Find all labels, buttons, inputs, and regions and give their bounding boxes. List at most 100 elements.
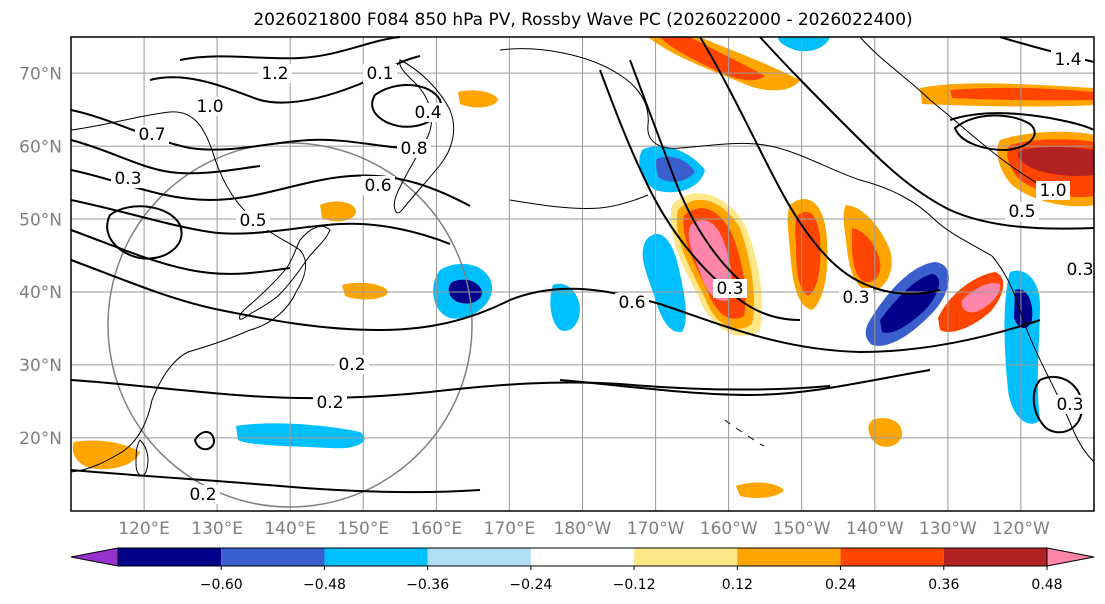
lat-label: 30°N [19,356,62,376]
contour-label: 1.2 [261,64,288,84]
colorbar [70,547,1095,567]
contour-0p2-south [70,379,831,400]
contour-ridge-140w [759,36,1095,230]
lon-label: 120°E [118,519,170,539]
contour-label-bg [1051,50,1085,69]
asia-coastline [70,111,307,473]
contour-label-bg [258,64,292,83]
aleutian-chain [509,194,649,209]
contour-label-bg [186,485,220,504]
contour-label: 0.3 [1056,395,1083,415]
colorbar-swatch [943,548,1047,566]
contour-label: 0.5 [239,211,266,231]
contour-label: 1.0 [196,97,223,117]
map-frame [70,36,1095,512]
anomaly-neg-178e [550,283,580,331]
lon-label: 160°W [700,519,758,539]
contour-label-bg [1053,395,1087,414]
lon-label: 150°E [337,519,389,539]
contour-0p8-west [70,109,421,151]
anomaly-neg-north-150w [778,37,830,52]
contour-label: 0.2 [316,393,343,413]
japan-coastline [239,225,331,320]
colorbar-label: −0.48 [303,577,346,593]
lon-label: 120°W [992,519,1050,539]
contour-label: 1.4 [1054,50,1081,70]
contour-label-bg [411,103,445,122]
contour-label-bg [363,64,397,83]
anomaly-neg-subtropical-band [236,423,365,449]
colorbar-label: 0.48 [1031,577,1062,593]
colorbar-swatch [737,548,841,566]
anomaly-neg-alaska-west-core [655,156,695,182]
contour-label-bg [839,288,873,307]
contour-closed-east-60n [953,114,1036,152]
anomaly-neg-140w-core [880,274,940,333]
contour-0p3-mid [70,259,1041,354]
anomaly-pos-south-160w [736,482,784,498]
colorbar-swatch [221,548,325,566]
contour-label-bg [397,139,431,158]
contour-label-bg [1063,260,1097,279]
contour-trough-160w [599,69,801,321]
colorbar-label: 0.24 [825,577,856,593]
contour-closed-south [193,431,216,451]
colorbar-label: −0.12 [613,577,656,593]
colorbar-label: 0.36 [928,577,959,593]
lon-label: 180°W [554,519,612,539]
contour-label-bg [111,169,145,188]
reference-circle [107,142,473,508]
colorbar-swatch [427,548,531,566]
contour-label: 0.6 [364,176,391,196]
contour-label: 0.1 [366,64,393,84]
anomaly-pos-arctic-170e [458,90,498,108]
anomaly-pos-east-60n-core [1018,147,1094,176]
contour-label-bg [361,176,395,195]
anomaly-neg-coast-core [1014,289,1033,329]
coastlines [70,36,1095,477]
lon-label: 140°E [264,519,316,539]
contour-label: 0.2 [189,485,216,505]
contour-label-bg [1036,181,1070,200]
contour-label-bg [135,125,169,144]
colorbar-frame [117,547,1048,567]
colorbar-extend-low [70,547,119,567]
contour-0p6-mid [70,169,471,207]
lat-label: 20°N [19,429,62,449]
contour-label: 0.3 [842,288,869,308]
contour-label-bg [1005,202,1039,221]
contour-1p2-west [179,36,401,61]
contour-label: 0.3 [1066,260,1093,280]
anomaly-pos-south-140w [868,417,903,447]
anomaly-pos-northeast-core [950,87,1094,101]
lat-label: 40°N [19,283,62,303]
lat-label: 60°N [19,137,62,157]
lon-label: 130°E [191,519,243,539]
colorbar-swatch [118,548,222,566]
contour-0p5-mid [70,199,451,245]
contour-label-bg [615,293,649,312]
contour-ridge-150w [699,36,941,295]
contour-0p7-west [70,139,261,175]
contour-label-bg [335,355,369,374]
anomaly-pos-west-55n [320,201,356,222]
colorbar-swatch [634,548,738,566]
graticule [71,37,1094,511]
contour-labels: 1.2 1.0 0.8 0.7 0.6 0.5 0.4 0.3 0.2 0.1 1.4 0.6 0.3 0… [111,50,1097,505]
contour-0p3-east [559,369,931,397]
anomaly-neg-170w [642,234,686,333]
colorbar-label: −0.24 [509,577,552,593]
anomaly-pos-135w-core [961,282,1001,313]
contour-label: 0.2 [338,355,365,375]
colorbar-swatch [840,548,944,566]
contour-label: 0.3 [114,169,141,189]
hawaii-islands [724,419,765,447]
anomaly-pos-west-45n [342,282,388,300]
contour-label: 0.5 [1008,202,1035,222]
contour-trough-160w-inner [629,59,746,286]
contour-label-bg [193,97,227,116]
lon-label: 130°W [919,519,977,539]
colorbar-label: −0.36 [406,577,449,593]
colorbar-swatch [530,548,635,566]
north-america-west-coast [991,255,1095,463]
